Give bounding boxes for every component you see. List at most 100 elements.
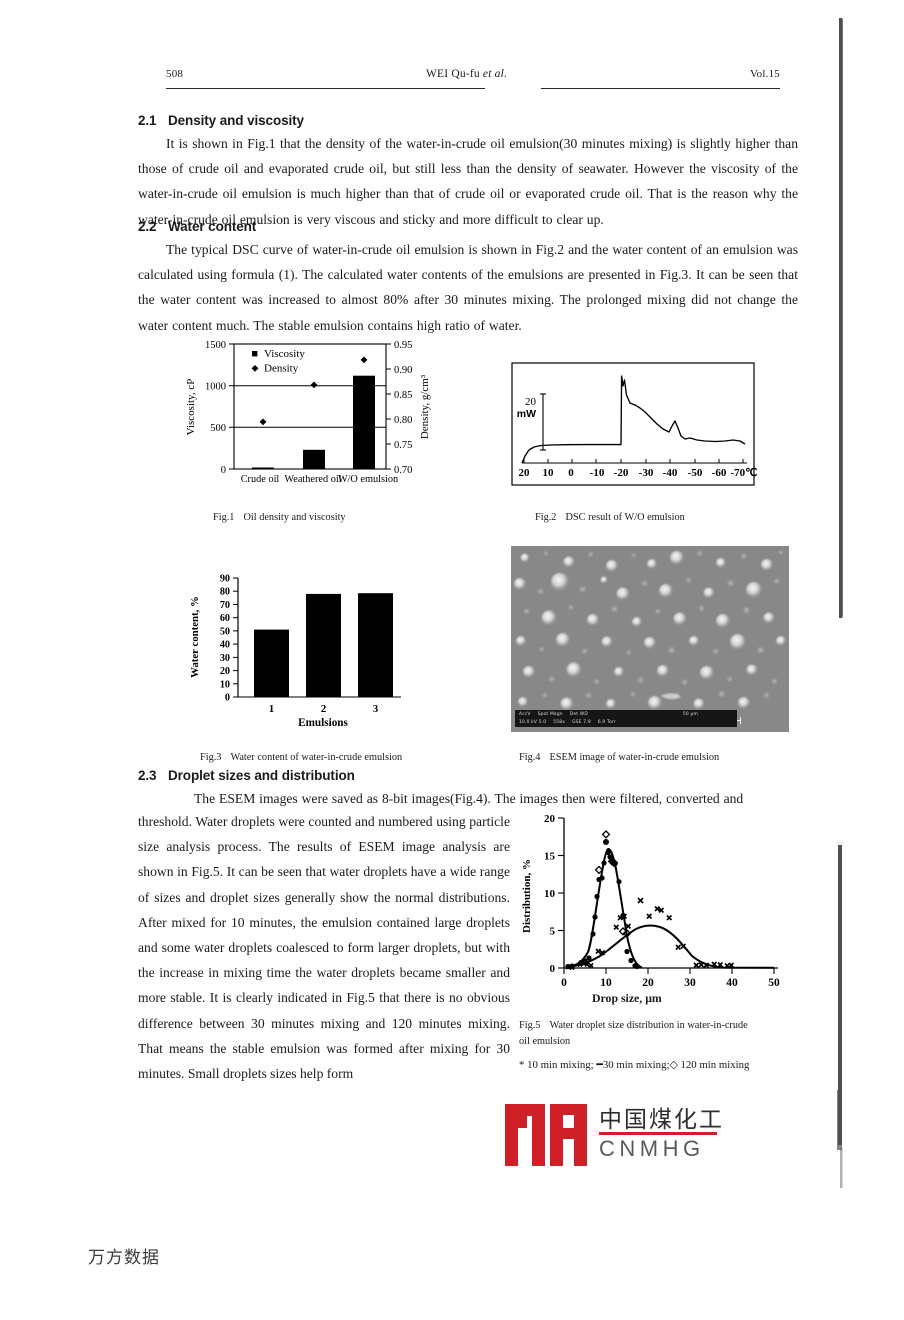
figure-5-chart: 0 5 10 15 20 Distribution, % 0 10 20 30 <box>516 806 791 991</box>
figure-3-svg: 0 10 20 30 40 50 60 70 80 90 Water conte… <box>189 574 401 729</box>
figure-3-caption-text: Water content of water-in-crude emulsion <box>230 752 403 763</box>
svg-text:Viscosity, cP: Viscosity, cP <box>185 379 197 436</box>
esem-info-row-1: AccV Spot Magn Det WD 50 µm <box>519 711 698 717</box>
svg-text:20: 20 <box>220 666 230 677</box>
svg-text:Weathered oil: Weathered oil <box>284 474 341 485</box>
svg-text:0: 0 <box>550 963 556 975</box>
figure-1-caption: Fig.1 Oil density and viscosity <box>213 510 346 525</box>
cnmhg-english-text: CNMHG <box>599 1136 705 1161</box>
figure-5-svg: 0 5 10 15 20 Distribution, % 0 10 20 30 <box>521 813 780 989</box>
figure-2-caption: Fig.2 DSC result of W/O emulsion <box>535 510 685 525</box>
svg-text:-20: -20 <box>614 467 629 479</box>
figure-2-caption-text: DSC result of W/O emulsion <box>565 512 685 523</box>
svg-text:0.85: 0.85 <box>394 390 412 401</box>
figure-5-xaxis-label: Drop size, μm <box>592 991 662 1005</box>
figure-2-chart: 20 mW 20 10 0 -1 <box>509 360 757 494</box>
svg-text:10: 10 <box>220 679 230 690</box>
figure-5-caption-line-1: Fig.5 Water droplet size distribution in … <box>519 1018 789 1034</box>
svg-text:0: 0 <box>568 467 574 479</box>
esem-droplets <box>511 546 789 732</box>
section-2-3-lead: The ESEM images were saved as 8-bit imag… <box>194 791 744 806</box>
svg-text:-60: -60 <box>712 467 727 479</box>
svg-text:Density: Density <box>264 363 299 375</box>
svg-text:20: 20 <box>519 467 531 479</box>
section-2-3-body: threshold. Water droplets were counted a… <box>138 814 510 1082</box>
figure-1-caption-text: Oil density and viscosity <box>243 512 346 523</box>
wanfang-watermark: 万方数据 <box>88 1248 160 1268</box>
svg-text:-40: -40 <box>663 467 678 479</box>
svg-text:0.80: 0.80 <box>394 415 412 426</box>
svg-text:Crude oil: Crude oil <box>241 474 280 485</box>
cnmhg-chinese-text: 中国煤化工 <box>599 1107 724 1133</box>
svg-text:40: 40 <box>726 977 738 989</box>
svg-text:Distribution, %: Distribution, % <box>521 859 533 933</box>
svg-text:0: 0 <box>221 465 226 476</box>
running-title: WEI Qu-fu et al. <box>425 68 508 80</box>
svg-text:Water content, %: Water content, % <box>189 596 201 678</box>
svg-text:1: 1 <box>269 703 275 715</box>
figure-5-caption: Fig.5 Water droplet size distribution in … <box>519 1018 789 1073</box>
svg-text:Density, g/cm³: Density, g/cm³ <box>419 374 431 439</box>
section-2-1-number: 2.1 <box>138 113 157 128</box>
svg-text:0.90: 0.90 <box>394 365 412 376</box>
svg-text:20: 20 <box>544 813 556 825</box>
svg-text:0.75: 0.75 <box>394 440 412 451</box>
figure-4-caption: Fig.4 ESEM image of water-in-crude emulsi… <box>519 750 719 765</box>
figure-1-label: Fig.1 <box>213 512 235 523</box>
svg-text:2: 2 <box>321 703 327 715</box>
section-2-2-number: 2.2 <box>138 219 157 234</box>
figure-2-label: Fig.2 <box>535 512 557 523</box>
svg-text:50: 50 <box>220 626 230 637</box>
svg-text:0: 0 <box>225 693 230 704</box>
section-2-2-heading: 2.2 Water content <box>138 219 798 234</box>
section-2-3-number: 2.3 <box>138 768 157 783</box>
figure-5-caption-text: Water droplet size distribution in water… <box>549 1020 748 1031</box>
svg-text:1500: 1500 <box>205 340 226 351</box>
svg-text:30: 30 <box>684 977 696 989</box>
header-rule <box>166 88 780 89</box>
svg-text:10: 10 <box>544 888 556 900</box>
figure-3-caption: Fig.3 Water content of water-in-crude emu… <box>200 750 402 765</box>
figure-3-chart: 0 10 20 30 40 50 60 70 80 90 Water conte… <box>176 570 436 730</box>
svg-text:20: 20 <box>525 396 537 408</box>
svg-text:50: 50 <box>768 977 780 989</box>
svg-text:-70℃: -70℃ <box>730 467 757 479</box>
section-2-1-body: It is shown in Fig.1 that the density of… <box>138 136 798 227</box>
section-2-2: 2.2 Water content The typical DSC curve o… <box>138 219 798 338</box>
figure-1-svg: 0 500 1000 1500 0.70 0.75 0.80 0.85 0.90 <box>185 340 431 485</box>
svg-text:30: 30 <box>220 653 230 664</box>
figure-5-caption-line-2: oil emulsion <box>519 1036 571 1047</box>
figure-5-legend: * 10 min mixing; ━30 min mixing;◇ 120 mi… <box>519 1059 750 1071</box>
svg-text:1000: 1000 <box>205 382 226 393</box>
svg-text:mW: mW <box>517 408 536 420</box>
svg-text:20: 20 <box>642 977 654 989</box>
svg-text:3: 3 <box>373 703 379 715</box>
section-2-1-title: Density and viscosity <box>168 113 304 128</box>
svg-text:500: 500 <box>210 423 226 434</box>
svg-text:10: 10 <box>543 467 555 479</box>
scan-edge-artifact <box>837 18 843 1188</box>
svg-text:0: 0 <box>561 977 567 989</box>
svg-text:60: 60 <box>220 613 230 624</box>
esem-info-row-2: 10.0 kV 5.0 558x GSE 7.9 6.9 Torr <box>519 719 616 725</box>
cnmhg-divider <box>599 1132 717 1135</box>
svg-text:90: 90 <box>220 574 230 585</box>
figure-4-label: Fig.4 <box>519 752 541 763</box>
section-2-1-heading: 2.1 Density and viscosity <box>138 113 798 128</box>
volume-label: Vol.15 <box>749 68 780 80</box>
figure-2-svg: 20 mW 20 10 0 -1 <box>511 362 757 486</box>
section-2-1: 2.1 Density and viscosity It is shown in … <box>138 113 798 232</box>
section-2-3-body-column: threshold. Water droplets were counted a… <box>138 809 510 1086</box>
svg-text:5: 5 <box>550 926 556 938</box>
svg-text:10: 10 <box>600 977 612 989</box>
page-number: 508 <box>166 68 184 80</box>
section-2-2-body: The typical DSC curve of water-in-crude … <box>138 242 798 333</box>
figure-1-chart: 0 500 1000 1500 0.70 0.75 0.80 0.85 0.90 <box>176 334 436 499</box>
svg-text:-10: -10 <box>590 467 605 479</box>
cnmhg-logo: 中国煤化工 CNMHG <box>503 1096 722 1170</box>
section-2-3-title: Droplet sizes and distribution <box>168 768 355 783</box>
svg-text:15: 15 <box>544 851 556 863</box>
svg-text:-50: -50 <box>688 467 703 479</box>
svg-text:0.95: 0.95 <box>394 340 412 351</box>
